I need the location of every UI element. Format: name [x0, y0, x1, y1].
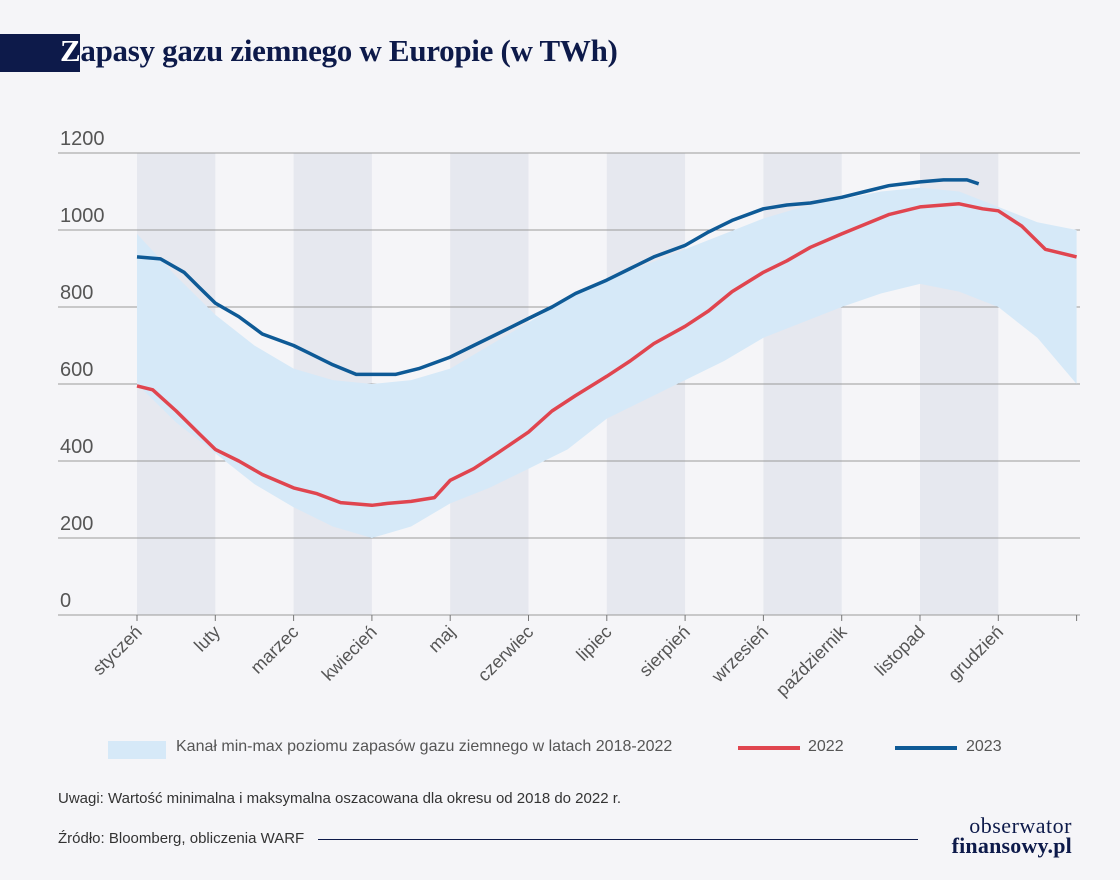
x-tick-label: wrzesień: [707, 622, 772, 687]
logo-line2: finansowy.pl: [951, 833, 1072, 858]
logo-line1: obserwator: [969, 813, 1072, 838]
min-max-band: [137, 187, 1077, 538]
x-tick-label: październik: [772, 621, 851, 700]
chart-note: Uwagi: Wartość minimalna i maksymalna os…: [58, 790, 622, 807]
source-divider: [318, 839, 918, 840]
title-rest: apasy gazu ziemnego w Europie (w TWh): [80, 33, 618, 68]
publisher-logo: obserwator finansowy.pl: [951, 813, 1072, 858]
x-tick-label: maj: [424, 622, 459, 657]
title-accent-bar: [0, 34, 80, 72]
x-tick-label: sierpień: [635, 622, 694, 681]
x-tick-label: kwiecień: [318, 622, 381, 685]
legend-band-swatch: [108, 741, 166, 759]
y-tick-label: 800: [60, 282, 93, 304]
series-2022-line: [136, 202, 1078, 508]
chart-title: Zapasy gazu ziemnego w Europie (w TWh): [60, 33, 618, 69]
legend-band-label: Kanał min-max poziomu zapasów gazu ziemn…: [176, 738, 673, 755]
x-tick-label: marzec: [247, 622, 303, 678]
y-tick-label: 1200: [60, 128, 105, 150]
series-2023-line: [136, 178, 980, 377]
x-tick-label: styczeń: [89, 622, 146, 679]
y-tick-label: 600: [60, 359, 93, 381]
y-tick-label: 200: [60, 513, 93, 535]
y-tick-label: 0: [60, 590, 71, 612]
title-first-letter: Z: [60, 33, 81, 68]
x-tick-label: lipiec: [572, 622, 615, 665]
x-tick-label: grudzień: [944, 622, 1007, 685]
y-tick-label: 400: [60, 436, 93, 458]
y-tick-label: 1000: [60, 205, 105, 227]
x-tick-label: listopad: [871, 622, 929, 680]
legend-2022-label: 2022: [808, 738, 844, 755]
x-tick-label: czerwiec: [474, 622, 538, 686]
legend-2023-label: 2023: [966, 738, 1002, 755]
x-tick-label: luty: [190, 622, 224, 656]
chart-source: Źródło: Bloomberg, obliczenia WARF: [58, 830, 305, 847]
